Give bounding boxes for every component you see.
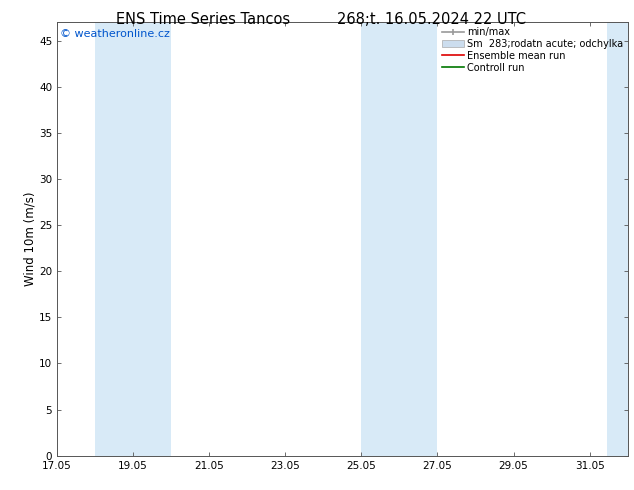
Text: ENS Time Series Tancos: ENS Time Series Tancos: [116, 12, 290, 27]
Bar: [95, 22, 133, 456]
Bar: [607, 22, 634, 456]
Y-axis label: Wind 10m (m/s): Wind 10m (m/s): [23, 192, 36, 286]
Text: 268;t. 16.05.2024 22 UTC: 268;t. 16.05.2024 22 UTC: [337, 12, 526, 27]
Text: © weatheronline.cz: © weatheronline.cz: [60, 28, 170, 39]
Bar: [399, 22, 437, 456]
Bar: [133, 22, 171, 456]
Legend: min/max, Sm  283;rodatn acute; odchylka, Ensemble mean run, Controll run: min/max, Sm 283;rodatn acute; odchylka, …: [439, 23, 626, 76]
Bar: [361, 22, 399, 456]
